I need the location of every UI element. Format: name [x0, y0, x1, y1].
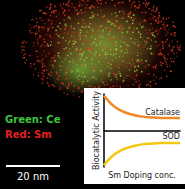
html-text:20 nm: 20 nm	[17, 171, 49, 182]
svg-text:Sm Doping conc.: Sm Doping conc.	[108, 171, 176, 180]
svg-text:Biocatalytic Activity: Biocatalytic Activity	[92, 91, 101, 170]
svg-text:Catalase: Catalase	[145, 108, 180, 117]
html-text:Green: Ce: Green: Ce	[5, 114, 61, 125]
svg-text:SOD: SOD	[162, 132, 180, 141]
html-text:Red: Sm: Red: Sm	[5, 129, 52, 140]
